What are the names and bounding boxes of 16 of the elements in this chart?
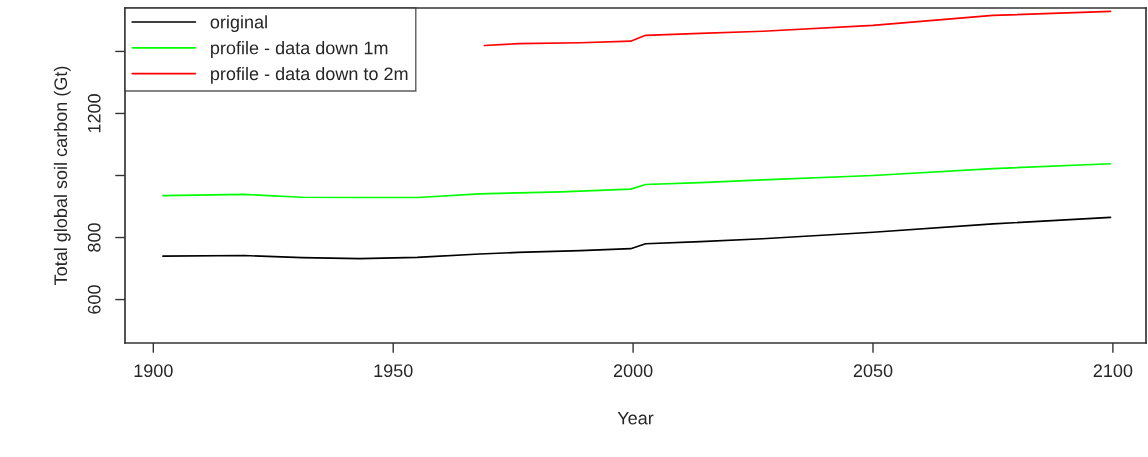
legend-label: original	[210, 15, 267, 33]
x-tick-label: 2000	[613, 364, 653, 378]
line-series	[162, 162, 1112, 199]
y-tick-label: 800	[87, 223, 101, 252]
x-tick-label: 1900	[134, 364, 173, 378]
y-axis-title: Total global soil carbon (Gt)	[53, 66, 71, 285]
y-tick-label: 600	[87, 285, 101, 314]
line-series	[483, 10, 1112, 47]
x-tick-label: 2050	[853, 364, 893, 378]
legend-label: profile - data down to 2m	[211, 66, 408, 84]
x-axis-title: Year	[617, 411, 654, 425]
y-tick-label: 1200	[87, 94, 101, 133]
line-series	[162, 216, 1112, 260]
legend-label: profile - data down 1m	[211, 41, 388, 58]
x-tick-label: 1950	[374, 364, 413, 378]
x-tick-label: 2100	[1093, 364, 1133, 378]
